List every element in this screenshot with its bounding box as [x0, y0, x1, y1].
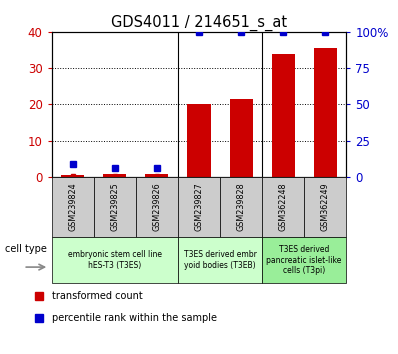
Text: cell type: cell type	[5, 244, 47, 254]
Bar	[262, 237, 346, 283]
Text: GSM239827: GSM239827	[195, 183, 203, 232]
Text: GSM239826: GSM239826	[152, 183, 162, 232]
Text: percentile rank within the sample: percentile rank within the sample	[52, 313, 217, 323]
Text: GSM362248: GSM362248	[279, 183, 288, 232]
Bar	[271, 55, 295, 177]
Text: GSM362249: GSM362249	[321, 183, 330, 232]
Text: GSM239824: GSM239824	[68, 183, 77, 232]
Bar	[52, 177, 94, 237]
Text: embryonic stem cell line
hES-T3 (T3ES): embryonic stem cell line hES-T3 (T3ES)	[68, 251, 162, 270]
Text: T3ES derived embr
yoid bodies (T3EB): T3ES derived embr yoid bodies (T3EB)	[183, 251, 256, 270]
Bar	[304, 177, 346, 237]
Bar	[187, 104, 211, 177]
Bar	[61, 175, 84, 177]
Title: GDS4011 / 214651_s_at: GDS4011 / 214651_s_at	[111, 14, 287, 30]
Text: transformed count: transformed count	[52, 291, 142, 301]
Bar	[136, 177, 178, 237]
Bar	[262, 177, 304, 237]
Bar	[230, 99, 253, 177]
Bar	[145, 175, 168, 177]
Bar	[103, 174, 127, 177]
Bar	[178, 177, 220, 237]
Bar	[220, 177, 262, 237]
Bar	[52, 237, 178, 283]
Text: GSM239828: GSM239828	[236, 183, 246, 232]
Bar	[94, 177, 136, 237]
Text: T3ES derived
pancreatic islet-like
cells (T3pi): T3ES derived pancreatic islet-like cells…	[267, 245, 342, 275]
Bar	[314, 48, 337, 177]
Bar	[178, 237, 262, 283]
Text: GSM239825: GSM239825	[110, 183, 119, 232]
